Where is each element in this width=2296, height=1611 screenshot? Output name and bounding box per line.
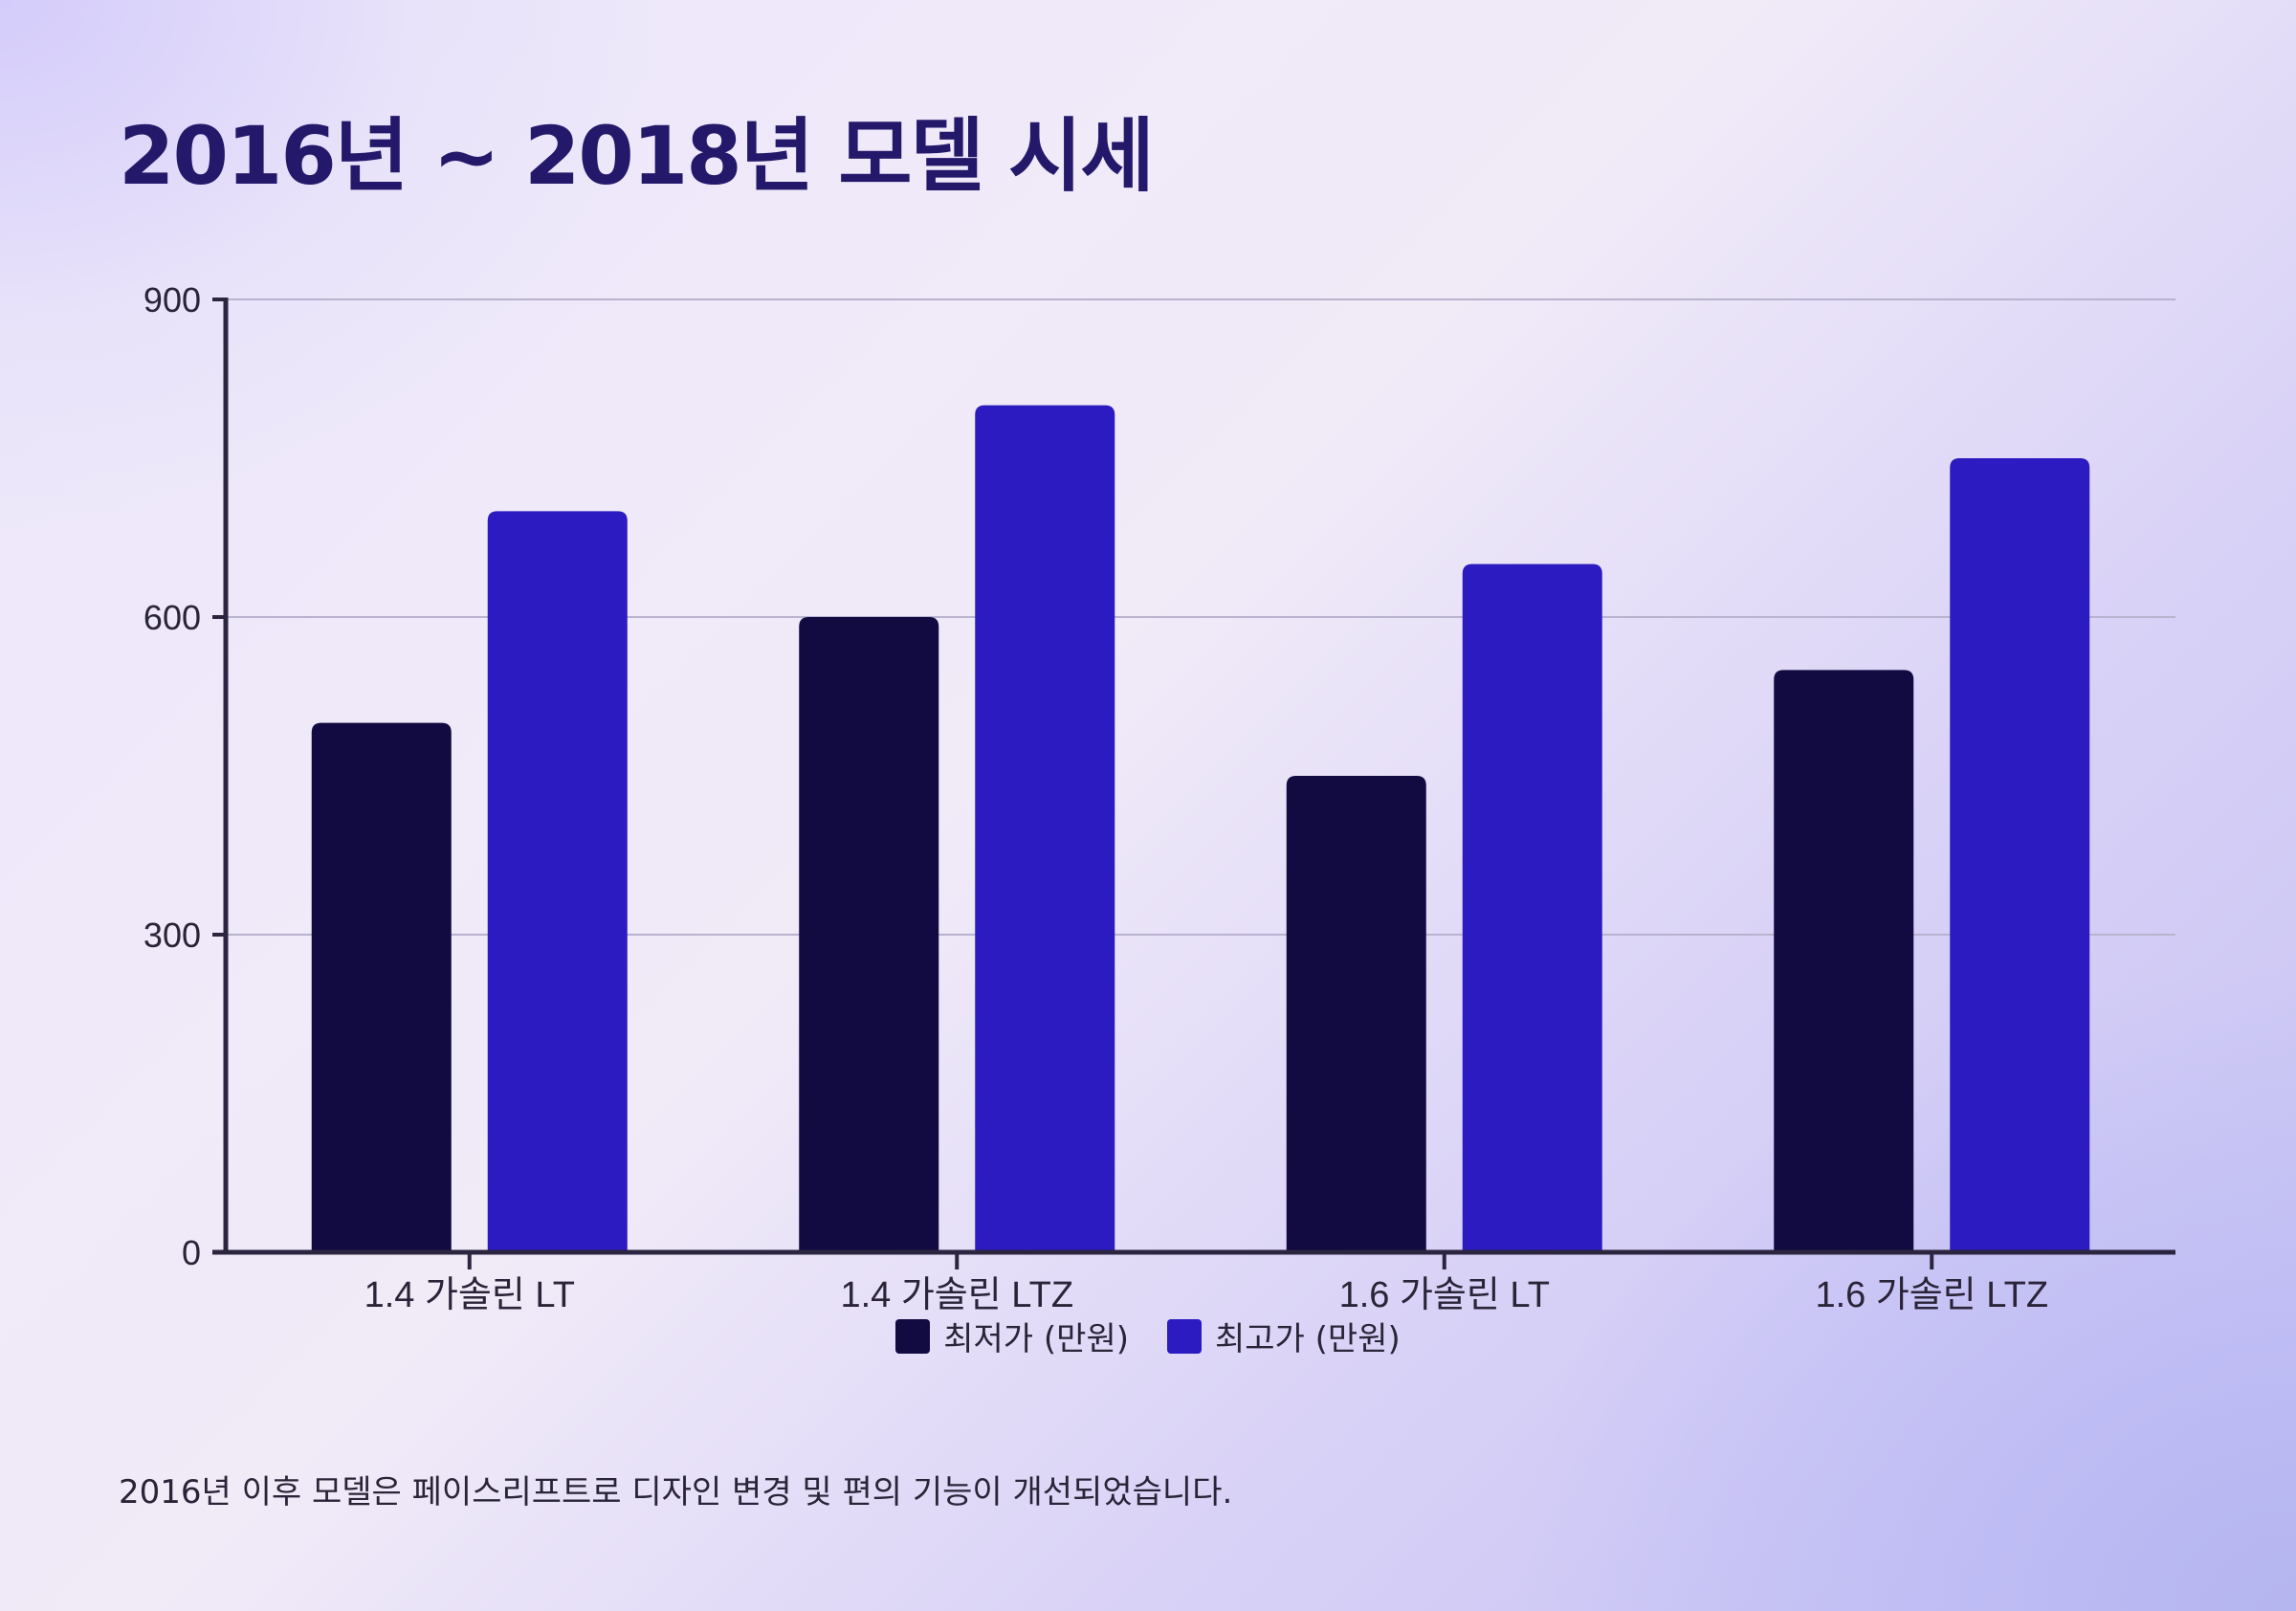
footnote: 2016년 이후 모델은 페이스리프트로 디자인 변경 및 편의 기능이 개선되… [119,1473,1233,1512]
bars [311,405,2090,1253]
legend: 최저가 (만원) 최고가 (만원) [0,1313,2296,1359]
axis-labels: 0 300 600 900 1.4 가솔린 LT 1.4 가솔린 LTZ 1.6 가솔린 L… [144,280,2048,1315]
bar-min-1 [799,617,939,1252]
bar-max-1 [975,405,1115,1253]
y-tick-label-0: 0 [182,1233,201,1272]
bar-max-3 [1950,458,2090,1252]
x-tick-label-2: 1.6 가솔린 LT [1339,1275,1550,1315]
x-tick-label-1: 1.4 가솔린 LTZ [840,1275,1073,1315]
legend-label-max: 최고가 (만원) [1215,1320,1401,1358]
bar-max-2 [1462,563,1602,1252]
x-tick-label-3: 1.6 가솔린 LTZ [1815,1275,2048,1315]
x-tick-label-0: 1.4 가솔린 LT [364,1275,575,1315]
y-tick-label-300: 300 [144,916,201,955]
bar-min-3 [1774,670,1914,1252]
bar-min-2 [1286,776,1426,1252]
legend-swatch-max [1167,1318,1202,1354]
y-tick-label-600: 600 [144,598,201,637]
legend-item-max[interactable]: 최고가 (만원) [1167,1313,1401,1359]
y-tick-label-900: 900 [144,280,201,320]
legend-item-min[interactable]: 최저가 (만원) [895,1313,1129,1359]
axes [212,298,2175,1269]
bar-max-0 [487,511,628,1252]
legend-label-min: 최저가 (만원) [943,1320,1129,1358]
legend-swatch-min [895,1318,931,1354]
bar-min-0 [311,722,452,1252]
chart-title: 2016년 ~ 2018년 모델 시세 [119,109,1155,203]
